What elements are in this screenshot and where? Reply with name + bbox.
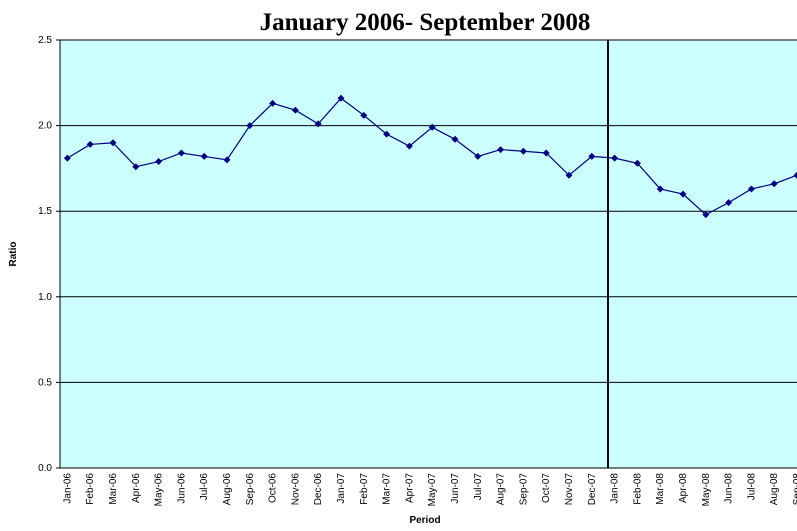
- data-point: [633, 159, 641, 167]
- data-point: [405, 142, 413, 150]
- y-tick-label: 1.5: [38, 206, 52, 217]
- x-tick-label: Sep-07: [518, 473, 529, 506]
- data-point: [109, 139, 117, 147]
- x-tick-label: Mar-06: [108, 473, 119, 505]
- x-tick-label: May-08: [701, 473, 712, 507]
- x-tick-label: Apr-08: [678, 473, 689, 503]
- data-point: [656, 185, 664, 193]
- data-point: [519, 147, 527, 155]
- x-tick-label: Aug-07: [496, 473, 507, 506]
- x-tick-label: Aug-08: [769, 473, 780, 506]
- data-point: [702, 211, 710, 219]
- x-tick-label: Nov-06: [290, 473, 301, 506]
- data-point: [132, 163, 140, 171]
- plot-area: [59, 39, 797, 469]
- x-tick-label: Nov-07: [564, 473, 575, 506]
- x-tick-label: Oct-06: [268, 473, 279, 503]
- x-tick-label: Jul-08: [746, 473, 757, 501]
- data-point: [86, 140, 94, 148]
- data-point: [383, 130, 391, 138]
- data-point: [200, 152, 208, 160]
- x-tick-label: Apr-06: [131, 473, 142, 503]
- x-tick-label: Jun-07: [450, 473, 461, 504]
- data-point: [793, 171, 797, 179]
- x-axis-label: Period: [409, 515, 440, 526]
- data-point: [679, 190, 687, 198]
- x-tick-label: Dec-06: [313, 473, 324, 506]
- data-point: [725, 199, 733, 207]
- x-tick-label: Dec-07: [587, 473, 598, 506]
- data-point: [314, 120, 322, 128]
- data-point: [177, 149, 185, 157]
- data-point: [474, 152, 482, 160]
- data-point: [497, 146, 505, 154]
- data-point: [451, 135, 459, 143]
- data-point: [360, 111, 368, 119]
- x-tick-label: May-07: [427, 473, 438, 507]
- y-tick-label: 2.5: [38, 35, 52, 46]
- x-tick-label: Mar-07: [382, 473, 393, 505]
- data-point: [565, 171, 573, 179]
- x-tick-label: Jan-07: [336, 473, 347, 504]
- x-tick-label: Mar-08: [655, 473, 666, 505]
- x-tick-label: May-06: [154, 473, 165, 507]
- data-point: [246, 122, 254, 130]
- x-tick-label: Jul-06: [199, 473, 210, 501]
- data-point: [63, 154, 71, 162]
- x-tick-label: Jun-06: [176, 473, 187, 504]
- x-tick-label: Apr-07: [404, 473, 415, 503]
- y-tick-label: 0.5: [38, 377, 52, 388]
- x-tick-label: Feb-06: [85, 473, 96, 505]
- data-point: [588, 152, 596, 160]
- x-tick-label: Oct-07: [541, 473, 552, 503]
- data-point: [223, 156, 231, 164]
- x-tick-label: Jan-08: [610, 473, 621, 504]
- y-axis-label: Ratio: [8, 242, 19, 267]
- y-tick-label: 2.0: [38, 121, 52, 132]
- x-tick-label: Jun-08: [724, 473, 735, 504]
- data-point: [770, 180, 778, 188]
- x-tick-label: Sep-08: [792, 473, 797, 506]
- x-tick-label: Jul-07: [473, 473, 484, 501]
- data-point: [611, 154, 619, 162]
- data-point: [428, 123, 436, 131]
- x-tick-label: Feb-08: [632, 473, 643, 505]
- data-point: [542, 149, 550, 157]
- data-point: [269, 99, 277, 107]
- x-tick-label: Aug-06: [222, 473, 233, 506]
- x-tick-label: Sep-06: [245, 473, 256, 506]
- y-tick-label: 1.0: [38, 292, 52, 303]
- chart-title: January 2006- September 2008: [260, 9, 591, 36]
- x-tick-label: Feb-07: [359, 473, 370, 505]
- x-tick-label: Jan-06: [62, 473, 73, 504]
- data-point: [337, 94, 345, 102]
- data-point: [747, 185, 755, 193]
- data-point: [155, 158, 163, 166]
- data-point: [291, 106, 299, 114]
- y-tick-label: 0.0: [38, 463, 52, 474]
